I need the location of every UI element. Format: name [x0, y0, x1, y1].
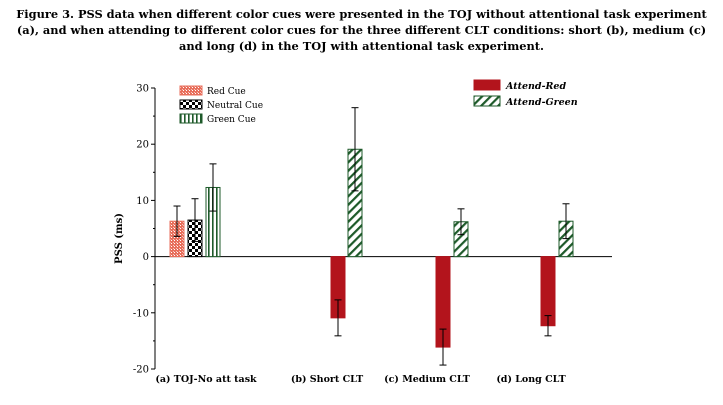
y-tick-label: -10 [133, 308, 149, 319]
x-category-label: (b) Short CLT [291, 374, 363, 385]
legend-swatch-green-cue [179, 113, 203, 124]
legend-swatch-red-cue [179, 85, 203, 96]
figure-caption: Figure 3. PSS data when different color … [16, 7, 707, 53]
legend-label-red-cue: Red Cue [207, 87, 246, 97]
y-tick-label: 0 [143, 252, 149, 263]
y-axis-label: PSS (ms) [114, 213, 125, 264]
y-tick-label: 20 [136, 140, 149, 151]
y-tick-label: 30 [136, 84, 149, 95]
x-category-label: (c) Medium CLT [384, 374, 470, 385]
x-category-label: (a) TOJ-No att task [155, 374, 257, 385]
y-tick-label: 10 [136, 196, 149, 207]
y-tick-label: -20 [133, 365, 149, 376]
legend-label-attend-red: Attend-Red [505, 81, 566, 92]
legend-label-neutral-cue: Neutral Cue [207, 101, 263, 111]
legend-swatch-attend-red [473, 79, 501, 91]
legend-label-green-cue: Green Cue [207, 115, 256, 125]
legend-swatch-attend-green [473, 95, 501, 107]
x-category-label: (d) Long CLT [496, 374, 565, 385]
legend-label-attend-green: Attend-Green [505, 97, 578, 108]
legend-swatch-neutral-cue [179, 99, 203, 110]
